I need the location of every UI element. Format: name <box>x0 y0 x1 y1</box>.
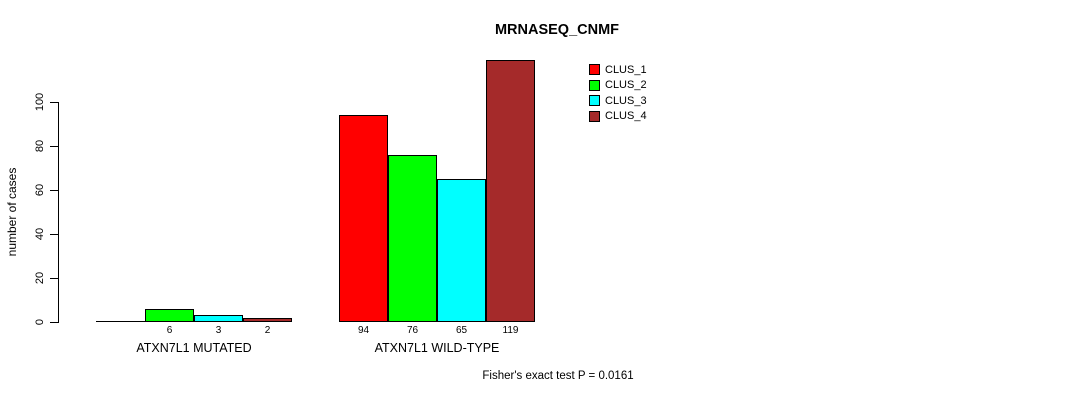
y-tick-label: 100 <box>34 92 46 112</box>
y-tick-label: 40 <box>34 227 46 241</box>
y-tick-mark <box>50 189 58 191</box>
y-axis-line <box>58 102 59 323</box>
y-tick-label: 60 <box>34 183 46 197</box>
y-tick-label: 20 <box>34 271 46 285</box>
x-category-label: ATXN7L1 WILD-TYPE <box>374 341 500 355</box>
y-tick-mark <box>50 101 58 103</box>
legend-row: CLUS_3 <box>589 93 647 109</box>
legend-swatch-clus_4 <box>589 110 600 122</box>
y-tick-mark <box>50 145 58 147</box>
y-tick-mark <box>50 277 58 279</box>
bar-clus_1-1 <box>339 115 388 322</box>
x-category-label: ATXN7L1 MUTATED <box>136 341 252 355</box>
legend-row: CLUS_4 <box>589 109 647 125</box>
y-tick-label: 80 <box>34 139 46 153</box>
bar-value-label: 76 <box>406 325 419 336</box>
legend-label: CLUS_2 <box>605 79 647 92</box>
bar-clus_2-0 <box>145 309 194 322</box>
bar-value-label: 2 <box>264 325 271 336</box>
annotation-text: Fisher's exact test P = 0.0161 <box>482 370 634 382</box>
y-axis-title: number of cases <box>5 167 19 257</box>
bar-clus_3-1 <box>437 179 486 322</box>
bar-clus_1-0-zero <box>96 321 145 322</box>
legend-label: CLUS_1 <box>605 63 647 76</box>
bar-clus_2-1 <box>388 155 437 322</box>
legend-label: CLUS_3 <box>605 94 647 107</box>
legend-row: CLUS_2 <box>589 78 647 94</box>
legend: CLUS_1 CLUS_2 CLUS_3 CLUS_4 <box>589 62 647 124</box>
bar-clus_4-0 <box>243 318 292 322</box>
bar-value-label: 6 <box>166 325 173 336</box>
legend-swatch-clus_2 <box>589 79 600 91</box>
y-tick-mark <box>50 233 58 235</box>
y-tick-label: 0 <box>34 318 46 326</box>
bar-value-label: 119 <box>502 325 519 336</box>
y-tick-mark <box>50 321 58 323</box>
legend-swatch-clus_3 <box>589 95 600 107</box>
bar-clus_3-0 <box>194 315 243 322</box>
bar-value-label: 3 <box>215 325 222 336</box>
chart-title: MRNASEQ_CNMF <box>494 22 620 38</box>
legend-row: CLUS_1 <box>589 62 647 78</box>
legend-label: CLUS_4 <box>605 110 647 123</box>
bar-value-label: 94 <box>357 325 370 336</box>
bar-value-label: 65 <box>455 325 468 336</box>
bar-clus_4-1 <box>486 60 535 322</box>
legend-swatch-clus_1 <box>589 64 600 76</box>
